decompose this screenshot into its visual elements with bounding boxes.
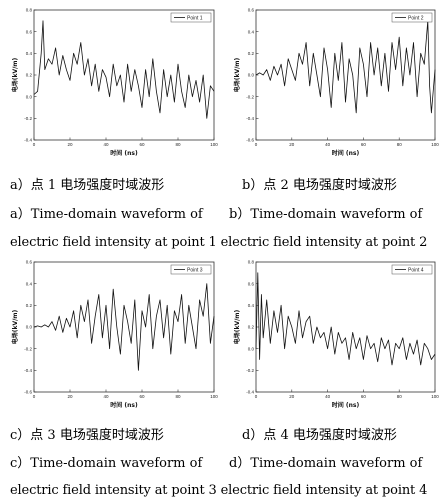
y-axis-label: 电场(kV/m) — [11, 57, 19, 92]
series-line-1 — [33, 20, 215, 119]
legend-box — [391, 264, 433, 275]
chart-panel-b: 0 20 40 60 80 100 -0.6 -0.4 -0.2 0.0 0.2 0.4 0.6 时间 (… — [222, 0, 443, 168]
plot-frame — [33, 9, 215, 141]
caption-a-cn: a）点 1 电场强度时域波形 — [10, 178, 165, 193]
y-axis-label: 电场(kV/m) — [233, 57, 241, 92]
y-tick-label: -0.2 — [24, 346, 32, 351]
y-tick-label: 0.0 — [248, 346, 255, 351]
x-tick-label: 40 — [325, 142, 331, 147]
x-tick-label: 80 — [397, 142, 403, 147]
y-tick-label: -0.6 — [246, 138, 254, 143]
x-tick-label: 40 — [103, 142, 109, 147]
y-tick-label: -0.4 — [246, 116, 254, 121]
y-tick-label: 0.4 — [248, 303, 255, 308]
legend-label: Point 4 — [408, 267, 424, 273]
y-tick-label: -0.2 — [24, 116, 32, 121]
legend-box — [170, 264, 212, 275]
caption-b-en-line1: b）Time-domain waveform of — [229, 207, 423, 222]
x-tick-label: 40 — [325, 394, 331, 399]
y-tick-label: -0.4 — [24, 368, 32, 373]
y-tick-label: 0.8 — [26, 8, 33, 13]
y-tick-label: 0.4 — [248, 29, 255, 34]
x-tick-label: 100 — [210, 142, 218, 147]
y-tick-label: -0.4 — [24, 138, 32, 143]
y-tick-label: 0.4 — [26, 51, 33, 56]
caption-c-en-line1: c）Time-domain waveform of — [10, 456, 203, 471]
caption-a-en-line1: a）Time-domain waveform of — [10, 207, 203, 222]
caption-ab-en-line2: electric field intensity at point 1 elec… — [10, 235, 428, 250]
chart-d-svg: 0 20 40 60 80 100 -0.4 -0.2 0.0 0.2 0.4 0.6 0.8 时间 (n… — [233, 260, 439, 409]
caption-cd-en-line2: electric field intensity at point 3 elec… — [10, 483, 428, 498]
y-tick-label: 0.8 — [248, 260, 255, 265]
chart-panel-a: 0 20 40 60 80 100 -0.4 -0.2 0.0 0.2 0.4 0.6 0.8 时间 (n… — [0, 0, 222, 168]
x-tick-label: 100 — [431, 142, 439, 147]
x-tick-label: 60 — [139, 394, 145, 399]
x-tick-label: 80 — [397, 394, 403, 399]
x-axis-label: 时间 (ns) — [332, 149, 360, 157]
x-tick-label: 0 — [33, 394, 36, 399]
x-tick-label: 20 — [289, 142, 295, 147]
y-tick-label: 0.6 — [26, 260, 33, 265]
x-axis-label: 时间 (ns) — [110, 149, 138, 157]
y-tick-label: 0.2 — [26, 73, 33, 78]
caption-d-en-line1: d）Time-domain waveform of — [229, 456, 423, 471]
caption-c-cn: c）点 3 电场强度时域波形 — [10, 428, 164, 443]
x-axis-label: 时间 (ns) — [110, 401, 138, 409]
y-tick-label: 0.6 — [248, 281, 255, 286]
y-tick-label: 0.0 — [26, 325, 33, 330]
y-tick-label: 0.6 — [26, 29, 33, 34]
y-tick-label: 0.0 — [26, 94, 33, 99]
y-tick-label: 0.6 — [248, 8, 255, 13]
chart-c-svg: 0 20 40 60 80 100 -0.6 -0.4 -0.2 0.0 0.2 0.4 0.6 时间 (… — [11, 260, 218, 409]
y-tick-label: 0.4 — [26, 281, 33, 286]
x-tick-label: 100 — [210, 394, 218, 399]
y-tick-label: -0.2 — [246, 94, 254, 99]
y-tick-label: 0.2 — [248, 51, 255, 56]
y-tick-label: 0.2 — [248, 325, 255, 330]
x-tick-label: 0 — [255, 394, 258, 399]
x-tick-label: 20 — [67, 142, 73, 147]
legend-box — [391, 12, 433, 23]
y-tick-label: 0.0 — [248, 73, 255, 78]
x-tick-label: 80 — [175, 142, 181, 147]
series-line-2 — [255, 20, 436, 114]
x-tick-label: 20 — [67, 394, 73, 399]
caption-b-cn: b）点 2 电场强度时域波形 — [242, 178, 397, 193]
y-tick-label: 0.2 — [26, 303, 33, 308]
series-line-4 — [255, 272, 436, 366]
chart-a-svg: 0 20 40 60 80 100 -0.4 -0.2 0.0 0.2 0.4 0.6 0.8 时间 (n… — [11, 8, 218, 157]
x-tick-label: 40 — [103, 394, 109, 399]
legend-label: Point 3 — [187, 267, 203, 273]
legend-label: Point 1 — [187, 15, 203, 21]
x-tick-label: 100 — [431, 394, 439, 399]
x-tick-label: 0 — [33, 142, 36, 147]
x-tick-label: 60 — [361, 394, 367, 399]
x-tick-label: 0 — [255, 142, 258, 147]
y-tick-label: -0.4 — [246, 390, 254, 395]
x-tick-label: 60 — [139, 142, 145, 147]
chart-panel-d: 0 20 40 60 80 100 -0.4 -0.2 0.0 0.2 0.4 0.6 0.8 时间 (n… — [222, 252, 443, 420]
legend-label: Point 2 — [408, 15, 424, 21]
x-tick-label: 60 — [361, 142, 367, 147]
y-tick-label: -0.2 — [246, 368, 254, 373]
y-axis-label: 电场(kV/m) — [233, 309, 241, 344]
chart-b-svg: 0 20 40 60 80 100 -0.6 -0.4 -0.2 0.0 0.2 0.4 0.6 时间 (… — [233, 8, 439, 157]
chart-panel-c: 0 20 40 60 80 100 -0.6 -0.4 -0.2 0.0 0.2 0.4 0.6 时间 (… — [0, 252, 222, 420]
y-axis-label: 电场(kV/m) — [11, 309, 19, 344]
series-line-3 — [33, 283, 215, 371]
legend-box — [170, 12, 212, 23]
y-tick-label: -0.6 — [24, 390, 32, 395]
caption-d-cn: d）点 4 电场强度时域波形 — [242, 428, 397, 443]
x-tick-label: 20 — [289, 394, 295, 399]
plot-frame — [255, 261, 436, 393]
x-tick-label: 80 — [175, 394, 181, 399]
x-axis-label: 时间 (ns) — [332, 401, 360, 409]
